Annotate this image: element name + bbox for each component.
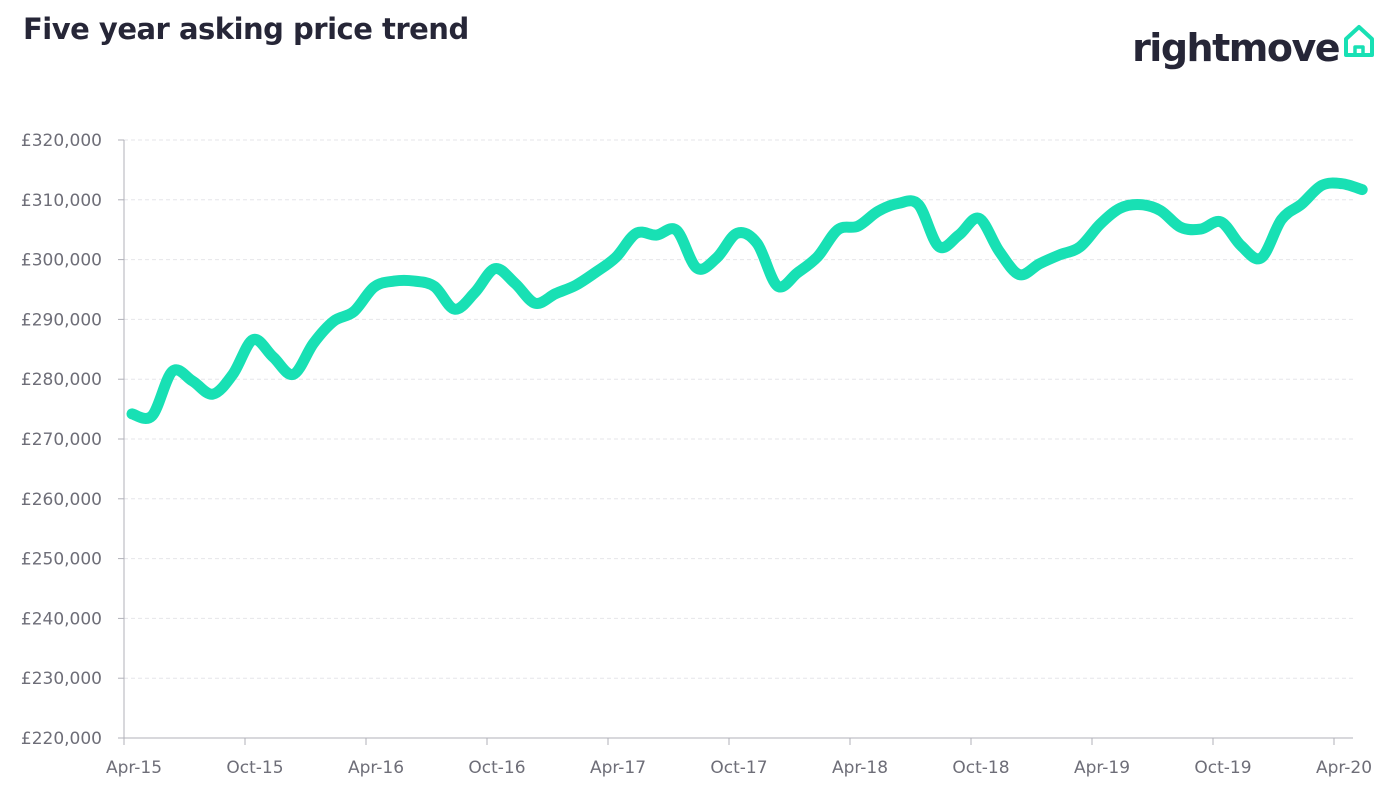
data-point [875,208,881,214]
data-point [512,281,518,287]
data-point [1319,182,1325,188]
y-tick-label: £230,000 [21,669,102,689]
data-point [795,270,801,276]
house-outline-icon [1344,25,1374,57]
data-point [492,266,498,272]
series-line [126,177,1368,424]
data-point [754,241,760,247]
x-tick-label: Oct-16 [468,758,525,778]
data-point [613,254,619,260]
data-point [391,278,397,284]
data-point [835,227,841,233]
y-tick-label: £290,000 [21,310,102,330]
chart-title: Five year asking price trend [23,12,469,46]
x-tick-label: Apr-15 [106,758,162,778]
data-point [190,378,196,384]
data-point [1238,243,1244,249]
x-tick-label: Apr-17 [590,758,646,778]
data-point [855,223,861,229]
y-tick-label: £310,000 [21,191,102,211]
data-point [169,368,175,374]
data-point [149,413,155,419]
y-tick-label: £280,000 [21,370,102,390]
data-point [694,265,700,271]
y-tick-label: £220,000 [21,729,102,749]
data-point [916,202,922,208]
data-point [532,300,538,306]
x-tick-label: Apr-16 [348,758,404,778]
data-point [270,354,276,360]
data-point [1198,226,1204,232]
data-point [1218,219,1224,225]
data-point [553,291,559,297]
x-tick-label: Oct-18 [952,758,1009,778]
data-point [1339,181,1345,187]
x-tick-label: Apr-20 [1316,758,1372,778]
data-point [129,411,135,417]
data-point [1279,217,1285,223]
data-point [331,318,337,324]
data-point [1299,201,1305,207]
data-point [311,340,317,346]
data-point [1117,205,1123,211]
y-tick-label: £300,000 [21,251,102,271]
data-point [996,248,1002,254]
brand-wordmark: rightmove [1132,26,1340,70]
data-point [573,282,579,288]
data-point [452,306,458,312]
data-point [1037,261,1043,267]
data-point [1057,252,1063,258]
data-point [1016,272,1022,278]
y-axis-tick-labels: £220,000 £230,000 £240,000 £250,000 £260,000… [21,131,102,749]
data-point [1097,221,1103,227]
x-tick-label: Apr-18 [832,758,888,778]
y-tick-label: £250,000 [21,550,102,570]
data-point [371,284,377,290]
data-point [815,254,821,260]
y-tick-label: £240,000 [21,609,102,629]
data-point [956,232,962,238]
x-axis-tick-labels: Apr-15 Oct-15 Apr-16 Oct-16 Apr-17 Oct-17 Apr-… [106,758,1372,778]
data-point [976,215,982,221]
x-tick-label: Oct-19 [1194,758,1251,778]
brand-logo: rightmove [1132,25,1375,70]
data-point [714,255,720,261]
y-tick-label: £270,000 [21,430,102,450]
data-point [1258,255,1264,261]
x-tick-label: Oct-17 [710,758,767,778]
axes [118,139,1353,745]
data-point [1137,202,1143,208]
y-tick-label: £320,000 [21,131,102,151]
data-point [250,337,256,343]
data-point [1077,244,1083,250]
data-point [633,230,639,236]
gridlines [124,139,1353,679]
data-point [1359,187,1365,193]
data-point [774,283,780,289]
data-point [653,232,659,238]
y-tick-label: £260,000 [21,490,102,510]
data-point [472,290,478,296]
data-point [351,309,357,315]
series-layer [126,177,1368,424]
data-point [674,227,680,233]
data-point [936,243,942,249]
data-point [210,391,216,397]
data-point [290,371,296,377]
data-point [734,230,740,236]
x-tick-label: Oct-15 [226,758,283,778]
data-point [895,200,901,206]
data-point [1158,208,1164,214]
data-point [411,278,417,284]
data-point [432,284,438,290]
data-point [593,269,599,275]
data-point [230,371,236,377]
x-tick-label: Apr-19 [1074,758,1130,778]
data-point [1178,224,1184,230]
